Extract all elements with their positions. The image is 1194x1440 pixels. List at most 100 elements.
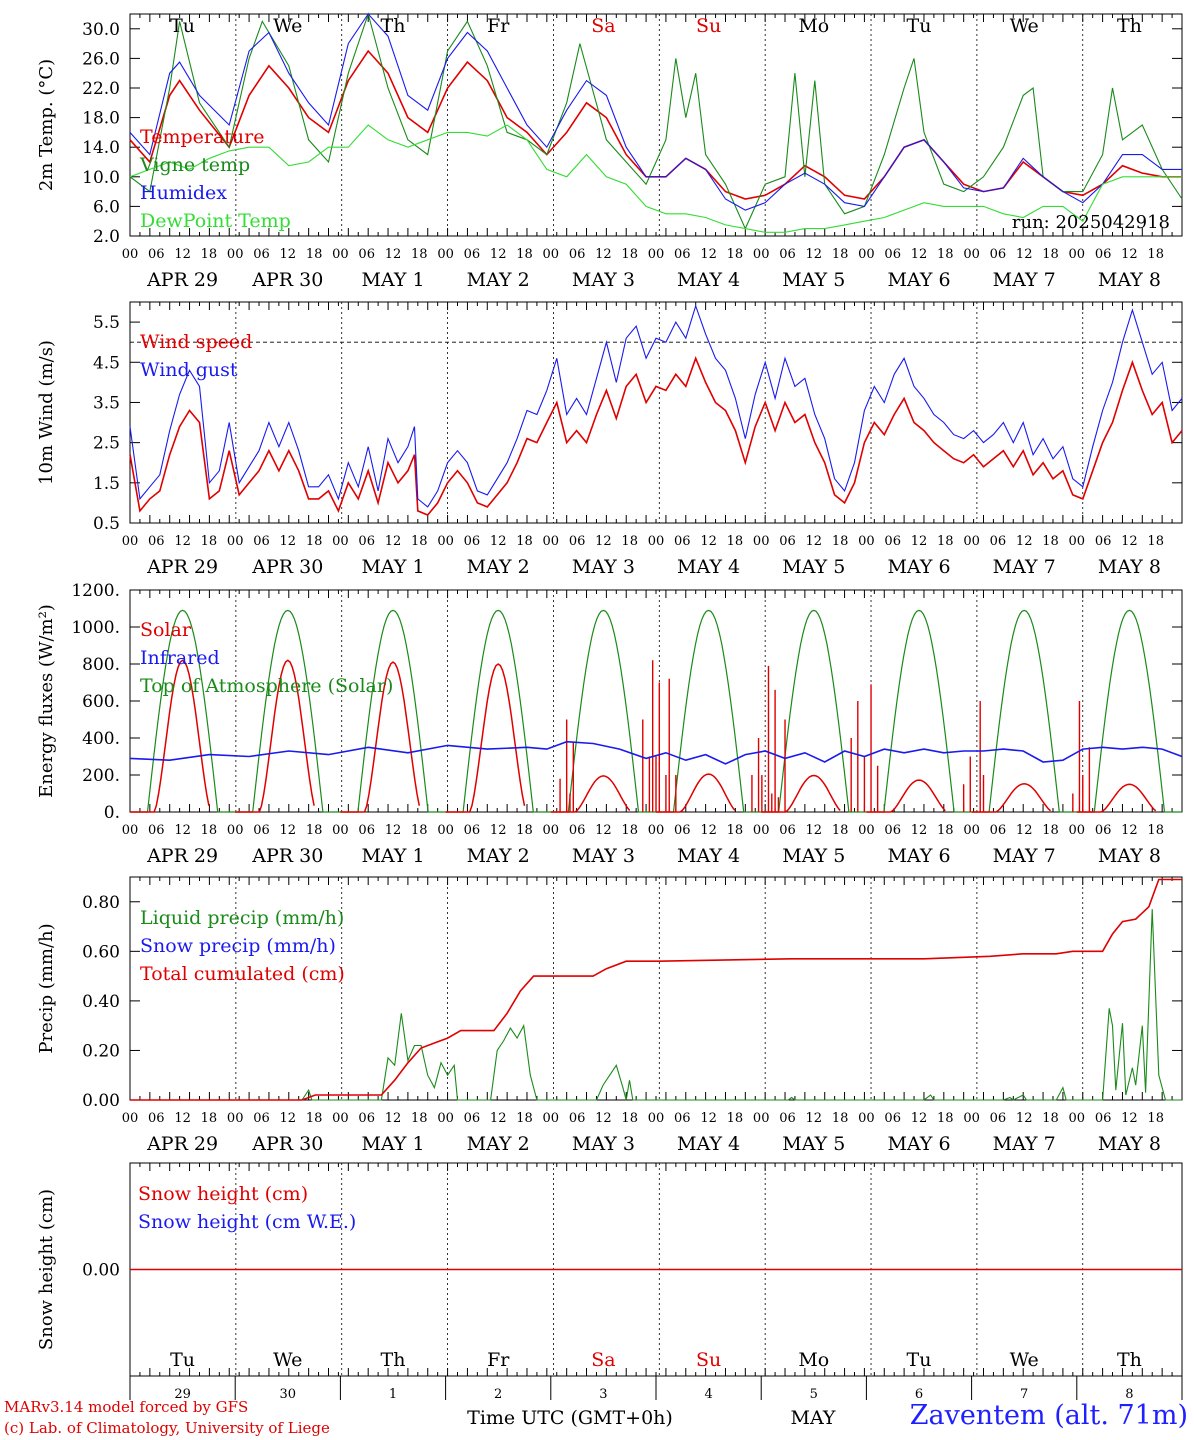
hour-tick-label: 00: [1069, 247, 1086, 262]
hour-tick-label: 00: [963, 534, 980, 549]
hour-tick-label: 12: [700, 823, 717, 838]
hour-tick-label: 12: [385, 1111, 402, 1126]
day-name: Th: [381, 1349, 406, 1371]
day-number-label: 7: [1020, 1387, 1028, 1402]
hour-tick-label: 06: [253, 1111, 270, 1126]
day-name: Su: [696, 15, 721, 37]
date-label: APR 30: [251, 269, 323, 291]
hour-tick-label: 00: [648, 1111, 665, 1126]
hour-tick-label: 12: [385, 247, 402, 262]
legend-entry: Snow height (cm W.E.): [138, 1211, 356, 1233]
hour-tick-label: 06: [464, 247, 481, 262]
hour-tick-label: 06: [779, 247, 796, 262]
series-wind-speed: [129, 356, 1183, 516]
hour-tick-label: 12: [595, 534, 612, 549]
day-name: We: [1010, 1349, 1039, 1371]
hour-tick-label: 12: [280, 1111, 297, 1126]
day-name: Tu: [907, 1349, 932, 1371]
hour-tick-label: 06: [1095, 823, 1112, 838]
series-solar: [130, 659, 210, 813]
hour-tick-label: 00: [227, 247, 244, 262]
date-label: APR 29: [146, 269, 218, 291]
hour-tick-label: 12: [174, 823, 191, 838]
hour-tick-label: 18: [201, 823, 218, 838]
hour-tick-label: 00: [122, 823, 139, 838]
hour-tick-label: 12: [1016, 247, 1033, 262]
hour-tick-label: 18: [727, 1111, 744, 1126]
y-axis-label: Precip (mm/h): [36, 923, 57, 1053]
hour-tick-label: 06: [779, 534, 796, 549]
hour-tick-label: 06: [779, 1111, 796, 1126]
hour-tick-label: 18: [621, 247, 638, 262]
hour-tick-label: 12: [806, 247, 823, 262]
day-number-label: 1: [389, 1387, 397, 1402]
hour-tick-label: 06: [148, 823, 165, 838]
y-tick-label: 600.: [82, 692, 120, 712]
day-number-label: 5: [810, 1387, 818, 1402]
series-vigne-temp: [129, 12, 1183, 230]
hour-tick-label: 12: [1016, 823, 1033, 838]
legend-entry: Wind speed: [140, 331, 252, 353]
hour-tick-label: 00: [648, 823, 665, 838]
hour-tick-label: 12: [806, 534, 823, 549]
hour-tick-label: 06: [884, 823, 901, 838]
hour-tick-label: 18: [937, 534, 954, 549]
series-infrared: [129, 740, 1183, 765]
hour-tick-label: 18: [1042, 534, 1059, 549]
series-toa-solar: [340, 609, 446, 813]
hour-tick-label: 00: [437, 534, 454, 549]
hour-tick-label: 18: [621, 823, 638, 838]
hour-tick-label: 18: [516, 1111, 533, 1126]
legend-entry: Vigne temp: [139, 154, 250, 176]
day-name: Sa: [591, 15, 615, 37]
hour-tick-label: 06: [569, 534, 586, 549]
time-axis-label: Time UTC (GMT+0h): [467, 1407, 673, 1429]
y-tick-label: 14.0: [82, 138, 120, 158]
legend-entry: Snow precip (mm/h): [140, 935, 336, 957]
series-total-cumulated-cm: [130, 878, 1182, 1101]
hour-tick-label: 12: [911, 823, 928, 838]
date-label: MAY 6: [887, 269, 950, 291]
day-name: We: [1010, 15, 1039, 37]
day-name: Tu: [907, 15, 932, 37]
hour-tick-label: 18: [1147, 823, 1164, 838]
date-label: MAY 4: [677, 556, 740, 578]
station-name: Zaventem (alt. 71m): [909, 1400, 1188, 1431]
run-annotation: run: 2025042918: [1012, 212, 1170, 233]
day-name: We: [273, 1349, 302, 1371]
y-tick-label: 4.5: [93, 353, 120, 373]
legend-entry: Snow height (cm): [138, 1183, 308, 1205]
day-name: Tu: [170, 15, 195, 37]
date-label: APR 30: [251, 845, 323, 867]
hour-tick-label: 12: [385, 823, 402, 838]
hour-tick-label: 06: [569, 1111, 586, 1126]
hour-tick-label: 06: [253, 247, 270, 262]
series-toa-solar: [445, 609, 551, 813]
date-label: MAY 5: [782, 556, 845, 578]
y-tick-label: 5.5: [93, 313, 120, 333]
hour-tick-label: 06: [358, 1111, 375, 1126]
day-name: Th: [1117, 15, 1142, 37]
hour-tick-label: 18: [727, 247, 744, 262]
panel-frame: [129, 13, 1183, 237]
y-tick-label: 22.0: [82, 79, 120, 99]
hour-tick-label: 00: [963, 823, 980, 838]
hour-tick-label: 00: [963, 1111, 980, 1126]
date-label: MAY 4: [677, 845, 740, 867]
hour-tick-label: 00: [122, 247, 139, 262]
y-tick-label: 2.5: [93, 434, 120, 454]
y-tick-label: 800.: [82, 655, 120, 675]
y-tick-label: 0.00: [82, 1091, 120, 1111]
hour-tick-label: 18: [727, 534, 744, 549]
date-label: MAY 8: [1098, 845, 1161, 867]
hour-tick-label: 18: [516, 823, 533, 838]
month-label: MAY: [791, 1407, 836, 1429]
hour-tick-label: 18: [937, 1111, 954, 1126]
hour-tick-label: 06: [148, 1111, 165, 1126]
hour-tick-label: 18: [1147, 534, 1164, 549]
model-credit: MARv3.14 model forced by GFS: [4, 1398, 249, 1416]
hour-tick-label: 00: [227, 534, 244, 549]
hour-tick-label: 06: [569, 823, 586, 838]
hour-tick-label: 06: [990, 823, 1007, 838]
hour-tick-label: 00: [543, 823, 560, 838]
